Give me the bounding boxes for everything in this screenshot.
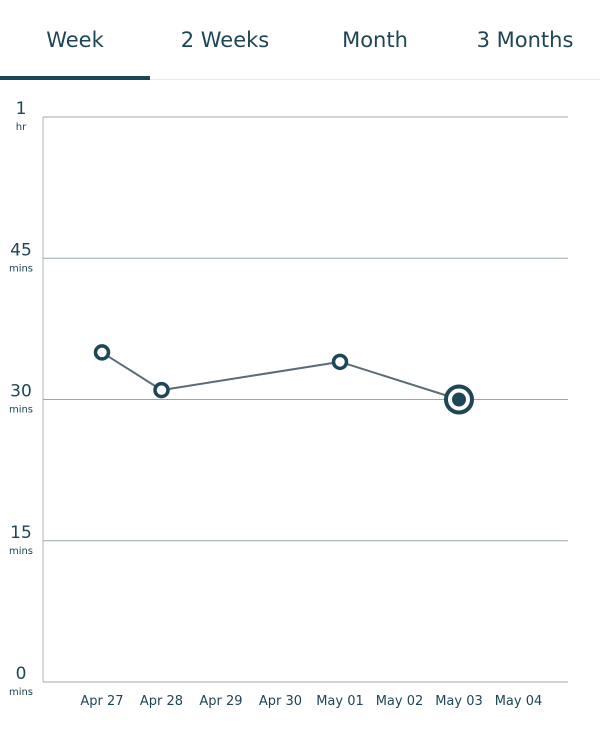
point	[331, 353, 349, 371]
y-tick-unit: mins	[9, 263, 33, 274]
tab[interactable]: 3 Months	[476, 28, 574, 52]
point	[93, 344, 111, 361]
x-tick-label: May 03	[435, 694, 483, 709]
y-tick-label: 0	[16, 664, 27, 684]
line-segment	[101, 351, 163, 391]
x-tick-label: Apr 28	[140, 694, 183, 709]
y-tick-label: 15	[10, 523, 32, 543]
chart: 0 mins 15 mins 30 mins 45 mins 1 hr Apr 27 Apr 28 Ap…	[9, 99, 568, 709]
highlight-dot	[452, 392, 466, 407]
point	[153, 381, 170, 399]
x-tick-label: May 02	[376, 694, 424, 709]
x-tick-label: May 01	[316, 694, 364, 709]
tab[interactable]: Month	[342, 28, 408, 52]
y-tick-unit: mins	[9, 405, 33, 416]
tab-bar: Week 2 Weeks Month 3 Months	[0, 0, 600, 80]
y-tick-label: 45	[10, 240, 32, 260]
x-tick-label: Apr 27	[80, 694, 123, 709]
y-tick-label: 1	[16, 99, 27, 119]
y-tick-unit: hr	[16, 122, 27, 133]
y-tick-unit: mins	[9, 687, 33, 698]
x-tick-label: Apr 30	[259, 694, 302, 709]
tab[interactable]: 2 Weeks	[180, 28, 270, 52]
y-tick-label: 30	[10, 382, 32, 402]
line-segment	[161, 360, 341, 392]
tab[interactable]: Week	[0, 0, 150, 80]
x-tick-label: May 04	[495, 694, 543, 709]
x-tick-label: Apr 29	[199, 694, 242, 709]
line-segment	[339, 360, 460, 401]
y-tick-unit: mins	[9, 546, 33, 557]
